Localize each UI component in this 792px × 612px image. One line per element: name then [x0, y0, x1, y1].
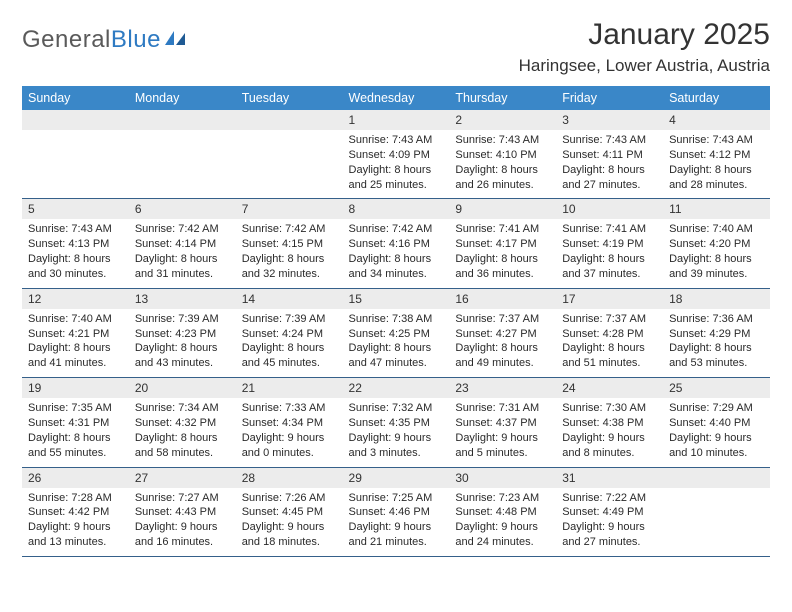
day-number-cell: 28: [236, 467, 343, 488]
day-number-cell: 16: [449, 288, 556, 309]
day-detail-cell: Sunrise: 7:42 AMSunset: 4:14 PMDaylight:…: [129, 219, 236, 288]
day-detail-cell: Sunrise: 7:29 AMSunset: 4:40 PMDaylight:…: [663, 398, 770, 467]
day-detail-cell: Sunrise: 7:37 AMSunset: 4:28 PMDaylight:…: [556, 309, 663, 378]
day-number-cell: [22, 110, 129, 130]
day-detail-cell: Sunrise: 7:43 AMSunset: 4:10 PMDaylight:…: [449, 130, 556, 199]
weekday-header-row: Sunday Monday Tuesday Wednesday Thursday…: [22, 86, 770, 110]
day-detail-cell: Sunrise: 7:32 AMSunset: 4:35 PMDaylight:…: [343, 398, 450, 467]
day-detail-cell: Sunrise: 7:40 AMSunset: 4:21 PMDaylight:…: [22, 309, 129, 378]
day-number-cell: 18: [663, 288, 770, 309]
day-detail-cell: Sunrise: 7:42 AMSunset: 4:16 PMDaylight:…: [343, 219, 450, 288]
day-number-cell: 8: [343, 199, 450, 220]
day-detail-row: Sunrise: 7:40 AMSunset: 4:21 PMDaylight:…: [22, 309, 770, 378]
day-detail-cell: Sunrise: 7:37 AMSunset: 4:27 PMDaylight:…: [449, 309, 556, 378]
day-number-row: 567891011: [22, 199, 770, 220]
day-detail-row: Sunrise: 7:35 AMSunset: 4:31 PMDaylight:…: [22, 398, 770, 467]
day-detail-cell: [236, 130, 343, 199]
day-number-cell: 24: [556, 378, 663, 399]
day-detail-cell: [129, 130, 236, 199]
weekday-header: Friday: [556, 86, 663, 110]
calendar-table: Sunday Monday Tuesday Wednesday Thursday…: [22, 86, 770, 557]
day-detail-cell: Sunrise: 7:40 AMSunset: 4:20 PMDaylight:…: [663, 219, 770, 288]
day-number-cell: [129, 110, 236, 130]
day-detail-cell: Sunrise: 7:31 AMSunset: 4:37 PMDaylight:…: [449, 398, 556, 467]
month-title: January 2025: [519, 18, 770, 52]
day-number-cell: 17: [556, 288, 663, 309]
day-number-cell: 31: [556, 467, 663, 488]
day-detail-cell: Sunrise: 7:28 AMSunset: 4:42 PMDaylight:…: [22, 488, 129, 557]
day-number-cell: 12: [22, 288, 129, 309]
day-detail-row: Sunrise: 7:28 AMSunset: 4:42 PMDaylight:…: [22, 488, 770, 557]
day-detail-cell: Sunrise: 7:22 AMSunset: 4:49 PMDaylight:…: [556, 488, 663, 557]
day-detail-cell: Sunrise: 7:30 AMSunset: 4:38 PMDaylight:…: [556, 398, 663, 467]
logo-sail-icon: [165, 31, 185, 45]
day-number-cell: 6: [129, 199, 236, 220]
day-detail-cell: Sunrise: 7:25 AMSunset: 4:46 PMDaylight:…: [343, 488, 450, 557]
day-detail-cell: Sunrise: 7:43 AMSunset: 4:09 PMDaylight:…: [343, 130, 450, 199]
day-number-cell: 21: [236, 378, 343, 399]
day-detail-cell: Sunrise: 7:23 AMSunset: 4:48 PMDaylight:…: [449, 488, 556, 557]
day-number-row: 262728293031: [22, 467, 770, 488]
logo: GeneralBlue: [22, 18, 185, 54]
day-number-cell: 2: [449, 110, 556, 130]
day-number-cell: 10: [556, 199, 663, 220]
day-detail-cell: [663, 488, 770, 557]
day-number-cell: 9: [449, 199, 556, 220]
day-detail-cell: [22, 130, 129, 199]
day-number-cell: 25: [663, 378, 770, 399]
day-number-cell: 19: [22, 378, 129, 399]
day-number-cell: 1: [343, 110, 450, 130]
day-number-cell: 26: [22, 467, 129, 488]
title-block: January 2025 Haringsee, Lower Austria, A…: [519, 18, 770, 76]
day-number-cell: 4: [663, 110, 770, 130]
day-number-row: 19202122232425: [22, 378, 770, 399]
day-number-cell: 20: [129, 378, 236, 399]
day-detail-cell: Sunrise: 7:41 AMSunset: 4:17 PMDaylight:…: [449, 219, 556, 288]
day-number-cell: 7: [236, 199, 343, 220]
day-detail-cell: Sunrise: 7:27 AMSunset: 4:43 PMDaylight:…: [129, 488, 236, 557]
page-header: GeneralBlue January 2025 Haringsee, Lowe…: [22, 18, 770, 76]
day-number-cell: 15: [343, 288, 450, 309]
day-detail-cell: Sunrise: 7:41 AMSunset: 4:19 PMDaylight:…: [556, 219, 663, 288]
weekday-header: Tuesday: [236, 86, 343, 110]
weekday-header: Saturday: [663, 86, 770, 110]
day-detail-cell: Sunrise: 7:38 AMSunset: 4:25 PMDaylight:…: [343, 309, 450, 378]
day-detail-cell: Sunrise: 7:35 AMSunset: 4:31 PMDaylight:…: [22, 398, 129, 467]
day-number-cell: [236, 110, 343, 130]
day-detail-cell: Sunrise: 7:42 AMSunset: 4:15 PMDaylight:…: [236, 219, 343, 288]
day-detail-cell: Sunrise: 7:34 AMSunset: 4:32 PMDaylight:…: [129, 398, 236, 467]
weekday-header: Sunday: [22, 86, 129, 110]
logo-word-1: General: [22, 26, 111, 53]
day-number-row: 1234: [22, 110, 770, 130]
weekday-header: Monday: [129, 86, 236, 110]
day-detail-cell: Sunrise: 7:43 AMSunset: 4:11 PMDaylight:…: [556, 130, 663, 199]
day-number-cell: 3: [556, 110, 663, 130]
day-detail-cell: Sunrise: 7:36 AMSunset: 4:29 PMDaylight:…: [663, 309, 770, 378]
day-detail-row: Sunrise: 7:43 AMSunset: 4:09 PMDaylight:…: [22, 130, 770, 199]
weekday-header: Wednesday: [343, 86, 450, 110]
day-detail-cell: Sunrise: 7:33 AMSunset: 4:34 PMDaylight:…: [236, 398, 343, 467]
day-number-cell: 14: [236, 288, 343, 309]
day-number-cell: 27: [129, 467, 236, 488]
logo-text: GeneralBlue: [22, 26, 161, 54]
day-number-cell: 13: [129, 288, 236, 309]
day-number-cell: 29: [343, 467, 450, 488]
day-number-cell: 11: [663, 199, 770, 220]
day-number-cell: 5: [22, 199, 129, 220]
day-detail-row: Sunrise: 7:43 AMSunset: 4:13 PMDaylight:…: [22, 219, 770, 288]
day-detail-cell: Sunrise: 7:26 AMSunset: 4:45 PMDaylight:…: [236, 488, 343, 557]
day-detail-cell: Sunrise: 7:43 AMSunset: 4:12 PMDaylight:…: [663, 130, 770, 199]
day-number-cell: [663, 467, 770, 488]
location-subtitle: Haringsee, Lower Austria, Austria: [519, 56, 770, 76]
day-number-row: 12131415161718: [22, 288, 770, 309]
day-number-cell: 23: [449, 378, 556, 399]
logo-word-2: Blue: [111, 26, 161, 53]
day-detail-cell: Sunrise: 7:39 AMSunset: 4:24 PMDaylight:…: [236, 309, 343, 378]
weekday-header: Thursday: [449, 86, 556, 110]
day-detail-cell: Sunrise: 7:43 AMSunset: 4:13 PMDaylight:…: [22, 219, 129, 288]
day-number-cell: 22: [343, 378, 450, 399]
day-number-cell: 30: [449, 467, 556, 488]
day-detail-cell: Sunrise: 7:39 AMSunset: 4:23 PMDaylight:…: [129, 309, 236, 378]
